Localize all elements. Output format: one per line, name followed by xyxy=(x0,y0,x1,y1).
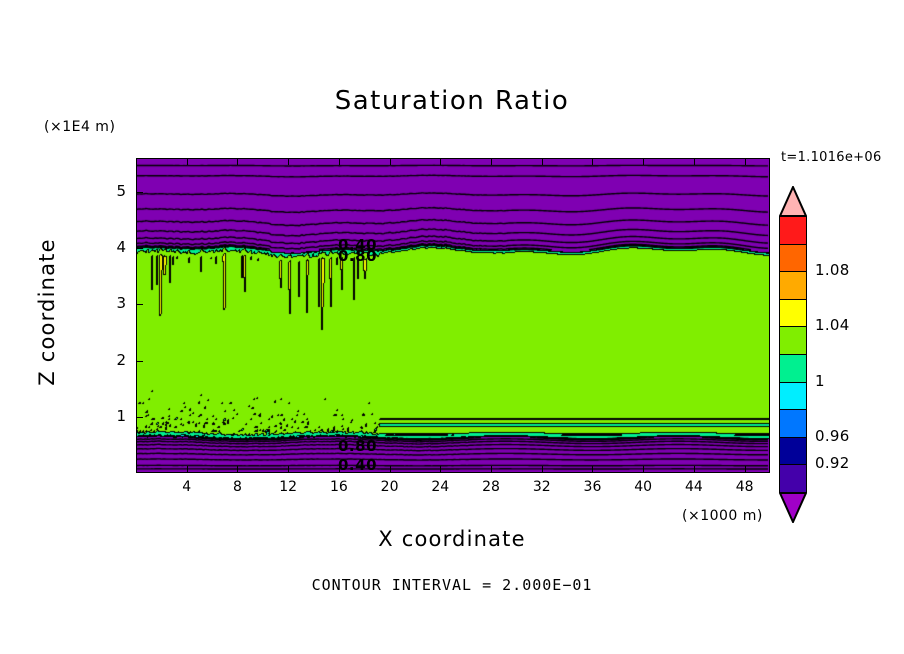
x-tick-label: 32 xyxy=(532,479,551,495)
colorbar-band xyxy=(779,326,807,356)
colorbar-band xyxy=(779,381,807,411)
x-tick-mark-top xyxy=(440,158,442,165)
x-tick-mark-top xyxy=(186,158,188,165)
y-tick-label: 4 xyxy=(116,238,126,256)
colorbar-band xyxy=(779,354,807,384)
x-tick-mark xyxy=(186,466,188,473)
colorbar[interactable]: 1.08 1.04 1 0.96 0.92 xyxy=(778,184,849,525)
y-tick-label: 3 xyxy=(116,294,126,313)
x-tick-mark-top xyxy=(693,158,695,165)
x-tick-mark-top xyxy=(338,158,340,165)
y-tick-mark xyxy=(136,360,143,362)
contour-value-label: 0.40 xyxy=(338,456,378,474)
saturation-field xyxy=(137,159,769,472)
contour-value-label: 0.80 xyxy=(338,247,378,265)
colorbar-band xyxy=(779,243,807,273)
y-tick-mark xyxy=(136,248,143,249)
y-axis-title: Z coordinate xyxy=(35,238,59,386)
colorbar-tick-label: 0.92 xyxy=(815,454,850,473)
x-tick-mark xyxy=(440,466,442,473)
colorbar-band xyxy=(779,409,807,439)
colorbar-band xyxy=(779,216,807,246)
y-tick-mark xyxy=(136,416,143,418)
x-tick-mark-top xyxy=(592,158,594,165)
x-tick-mark xyxy=(744,466,746,473)
x-tick-label: 4 xyxy=(182,479,192,495)
page-title: Saturation Ratio xyxy=(334,86,570,116)
x-tick-label: 20 xyxy=(380,479,399,495)
x-tick-mark xyxy=(389,466,391,473)
x-axis-unit-label: (×1000 m) xyxy=(682,508,763,524)
contour-plot-area[interactable] xyxy=(136,158,770,473)
x-tick-label: 48 xyxy=(735,479,754,495)
x-tick-mark-top xyxy=(389,158,391,165)
x-tick-mark xyxy=(643,466,645,473)
x-tick-mark xyxy=(541,466,543,473)
x-tick-mark xyxy=(693,466,695,473)
colorbar-tick-label: 1.08 xyxy=(815,261,850,280)
x-tick-mark-top xyxy=(541,158,543,165)
x-tick-label: 36 xyxy=(583,479,602,495)
x-tick-label: 28 xyxy=(482,479,500,495)
colorbar-band xyxy=(779,271,807,301)
colorbar-max-arrow xyxy=(778,184,808,217)
colorbar-band xyxy=(779,464,807,494)
colorbar-tick-label: 1.04 xyxy=(815,316,850,335)
y-axis-unit-label: (×1E4 m) xyxy=(44,119,116,135)
x-tick-mark-top xyxy=(744,158,746,165)
y-tick-label: 5 xyxy=(116,181,126,200)
colorbar-band xyxy=(779,436,807,466)
contour-interval-note: CONTOUR INTERVAL = 2.000E−01 xyxy=(311,576,593,594)
x-tick-mark-top xyxy=(288,158,290,165)
colorbar-tick-label: 1 xyxy=(815,371,825,390)
x-tick-mark xyxy=(491,466,493,473)
x-tick-mark-top xyxy=(491,158,493,165)
x-tick-mark xyxy=(338,466,340,473)
contour-value-label: 0.80 xyxy=(338,437,378,455)
x-tick-mark-top xyxy=(237,158,239,165)
y-tick-label: 2 xyxy=(116,350,126,369)
contour-value-label: 0.40 xyxy=(338,236,378,254)
x-tick-mark xyxy=(288,466,290,473)
timestamp-annotation: t=1.1016e+06 xyxy=(781,150,882,165)
x-tick-label: 44 xyxy=(684,479,703,495)
y-tick-mark xyxy=(136,304,143,306)
x-tick-label: 24 xyxy=(431,479,450,495)
x-tick-label: 40 xyxy=(634,479,653,495)
x-tick-label: 16 xyxy=(329,479,348,495)
x-tick-mark xyxy=(592,466,594,473)
x-axis-title: X coordinate xyxy=(378,527,526,551)
x-tick-mark-top xyxy=(643,158,645,165)
y-tick-label: 1 xyxy=(116,406,126,425)
colorbar-tick-label: 0.96 xyxy=(815,426,850,445)
x-tick-label: 12 xyxy=(279,479,298,495)
y-tick-mark xyxy=(136,191,143,193)
x-tick-mark xyxy=(237,466,239,473)
colorbar-band xyxy=(779,298,807,328)
x-tick-label: 8 xyxy=(232,479,242,495)
colorbar-min-arrow xyxy=(778,492,808,525)
